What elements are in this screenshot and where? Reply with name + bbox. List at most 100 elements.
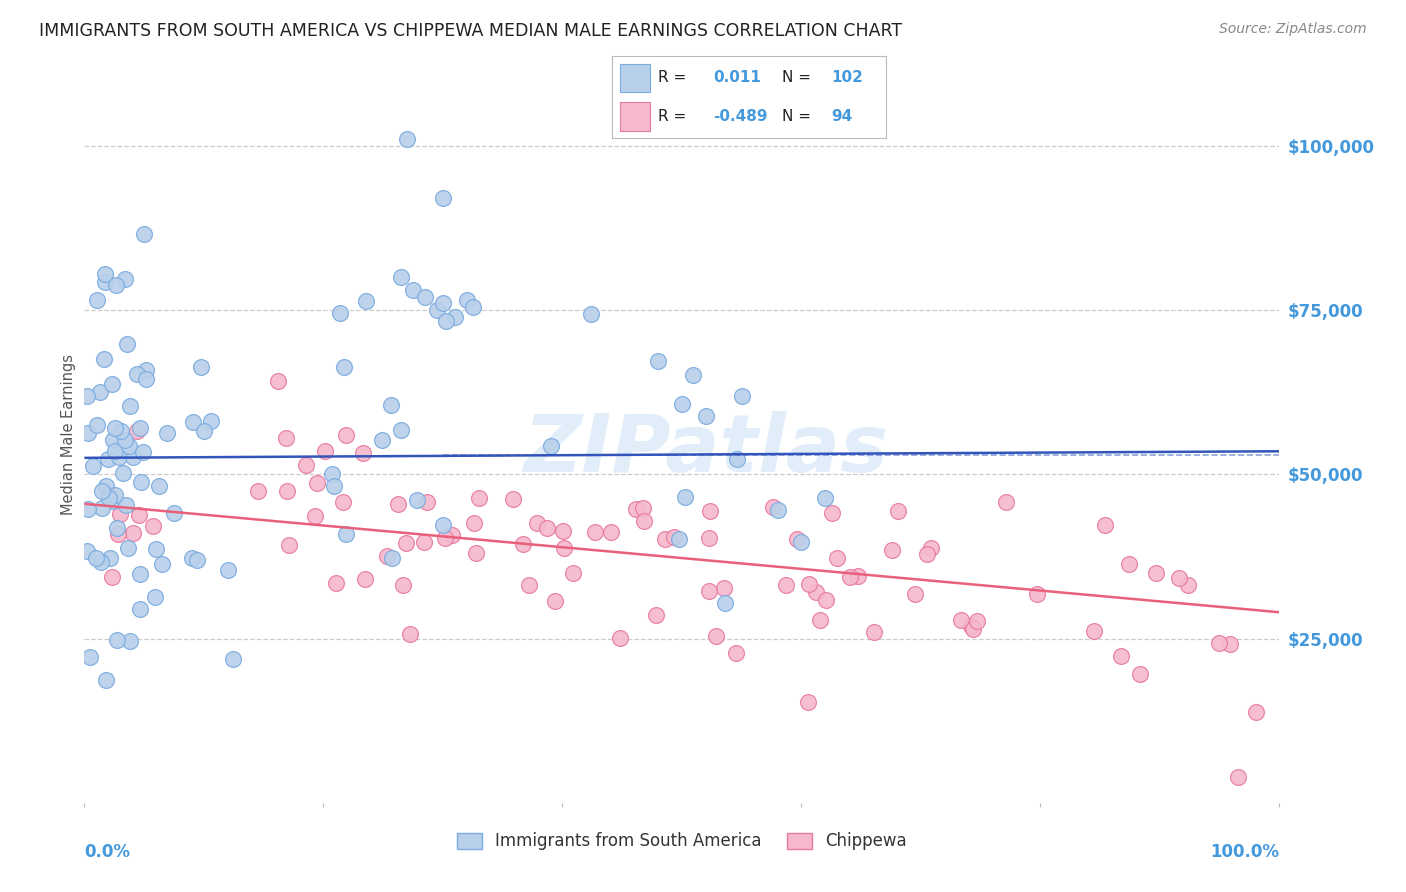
Point — [1219, 637, 1241, 651]
Point — [98, 550, 121, 565]
Point — [920, 541, 942, 555]
Point — [93, 352, 115, 367]
Point — [731, 389, 754, 403]
Point — [105, 633, 128, 648]
Point — [114, 272, 136, 286]
Point — [217, 562, 239, 576]
Point — [561, 566, 583, 580]
Point — [375, 549, 398, 563]
Point — [117, 337, 139, 351]
Point — [1144, 566, 1167, 581]
Point — [108, 450, 131, 464]
Point — [94, 673, 117, 688]
Point — [134, 227, 156, 241]
Point — [887, 504, 910, 518]
Point — [1168, 571, 1191, 585]
Point — [962, 623, 984, 637]
Point — [94, 479, 117, 493]
Point — [526, 516, 548, 531]
Point — [825, 550, 848, 565]
Point — [97, 451, 120, 466]
Point — [395, 535, 418, 549]
Point — [128, 601, 150, 615]
Text: 94: 94 — [831, 109, 852, 124]
Text: 0.011: 0.011 — [713, 70, 761, 86]
Text: Source: ZipAtlas.com: Source: ZipAtlas.com — [1219, 22, 1367, 37]
Point — [799, 577, 821, 591]
Point — [960, 619, 983, 633]
Point — [808, 613, 831, 627]
Point — [441, 528, 464, 542]
Point — [84, 550, 107, 565]
Point — [186, 553, 208, 567]
Y-axis label: Median Male Earnings: Median Male Earnings — [60, 354, 76, 516]
Point — [633, 515, 655, 529]
Point — [335, 428, 357, 442]
Text: -0.489: -0.489 — [713, 109, 768, 124]
Point — [200, 414, 222, 428]
Point — [163, 507, 186, 521]
Point — [150, 557, 173, 571]
Point — [644, 608, 666, 623]
Point — [101, 494, 124, 508]
Point — [132, 444, 155, 458]
Point — [125, 424, 148, 438]
Point — [156, 425, 179, 440]
Point — [325, 576, 347, 591]
Point — [786, 532, 808, 546]
Point — [671, 397, 693, 411]
Point — [118, 400, 141, 414]
Point — [949, 613, 972, 627]
Text: N =: N = — [782, 109, 811, 124]
Point — [129, 475, 152, 490]
Point — [1244, 705, 1267, 719]
Point — [115, 499, 138, 513]
Point — [295, 458, 318, 472]
Point — [966, 615, 988, 629]
Point — [354, 294, 377, 309]
Point — [433, 531, 456, 545]
Point — [463, 516, 485, 531]
Point — [647, 354, 669, 368]
Point — [125, 367, 148, 381]
Point — [104, 443, 127, 458]
Text: ZIPatlas: ZIPatlas — [523, 410, 889, 489]
Point — [90, 484, 112, 499]
Point — [392, 578, 415, 592]
Point — [221, 652, 243, 666]
Point — [323, 478, 346, 492]
Point — [714, 596, 737, 610]
Point — [838, 570, 860, 584]
Point — [444, 310, 467, 324]
Point — [90, 555, 112, 569]
Point — [461, 300, 484, 314]
Point — [267, 375, 290, 389]
Point — [117, 541, 139, 555]
Point — [713, 581, 735, 595]
Point — [97, 487, 120, 501]
Point — [762, 500, 785, 515]
Bar — [620, 103, 650, 131]
Point — [704, 629, 727, 643]
Point — [89, 385, 111, 400]
Point — [1094, 518, 1116, 533]
Text: IMMIGRANTS FROM SOUTH AMERICA VS CHIPPEWA MEDIAN MALE EARNINGS CORRELATION CHART: IMMIGRANTS FROM SOUTH AMERICA VS CHIPPEW… — [39, 22, 903, 40]
Text: 0.0%: 0.0% — [84, 843, 131, 862]
Point — [190, 359, 212, 374]
Point — [148, 479, 170, 493]
Point — [396, 132, 419, 146]
Point — [332, 359, 354, 374]
Point — [380, 398, 402, 412]
Point — [413, 535, 436, 549]
Point — [882, 543, 904, 558]
Point — [86, 293, 108, 307]
Point — [276, 483, 298, 498]
Point — [995, 495, 1018, 509]
Point — [135, 372, 157, 386]
Point — [662, 531, 685, 545]
Point — [432, 296, 454, 310]
Point — [94, 267, 117, 281]
Point — [370, 433, 392, 447]
Point — [246, 483, 269, 498]
Point — [181, 551, 204, 566]
